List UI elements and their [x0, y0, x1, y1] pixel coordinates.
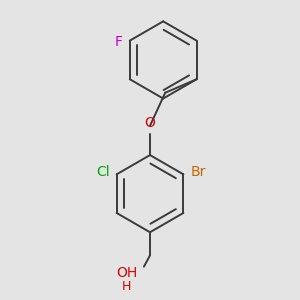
Text: Br: Br	[190, 165, 206, 179]
Text: Cl: Cl	[96, 165, 110, 179]
Text: OH: OH	[117, 266, 138, 280]
Text: O: O	[145, 116, 155, 130]
Text: F: F	[115, 35, 123, 49]
Text: H: H	[122, 280, 131, 293]
